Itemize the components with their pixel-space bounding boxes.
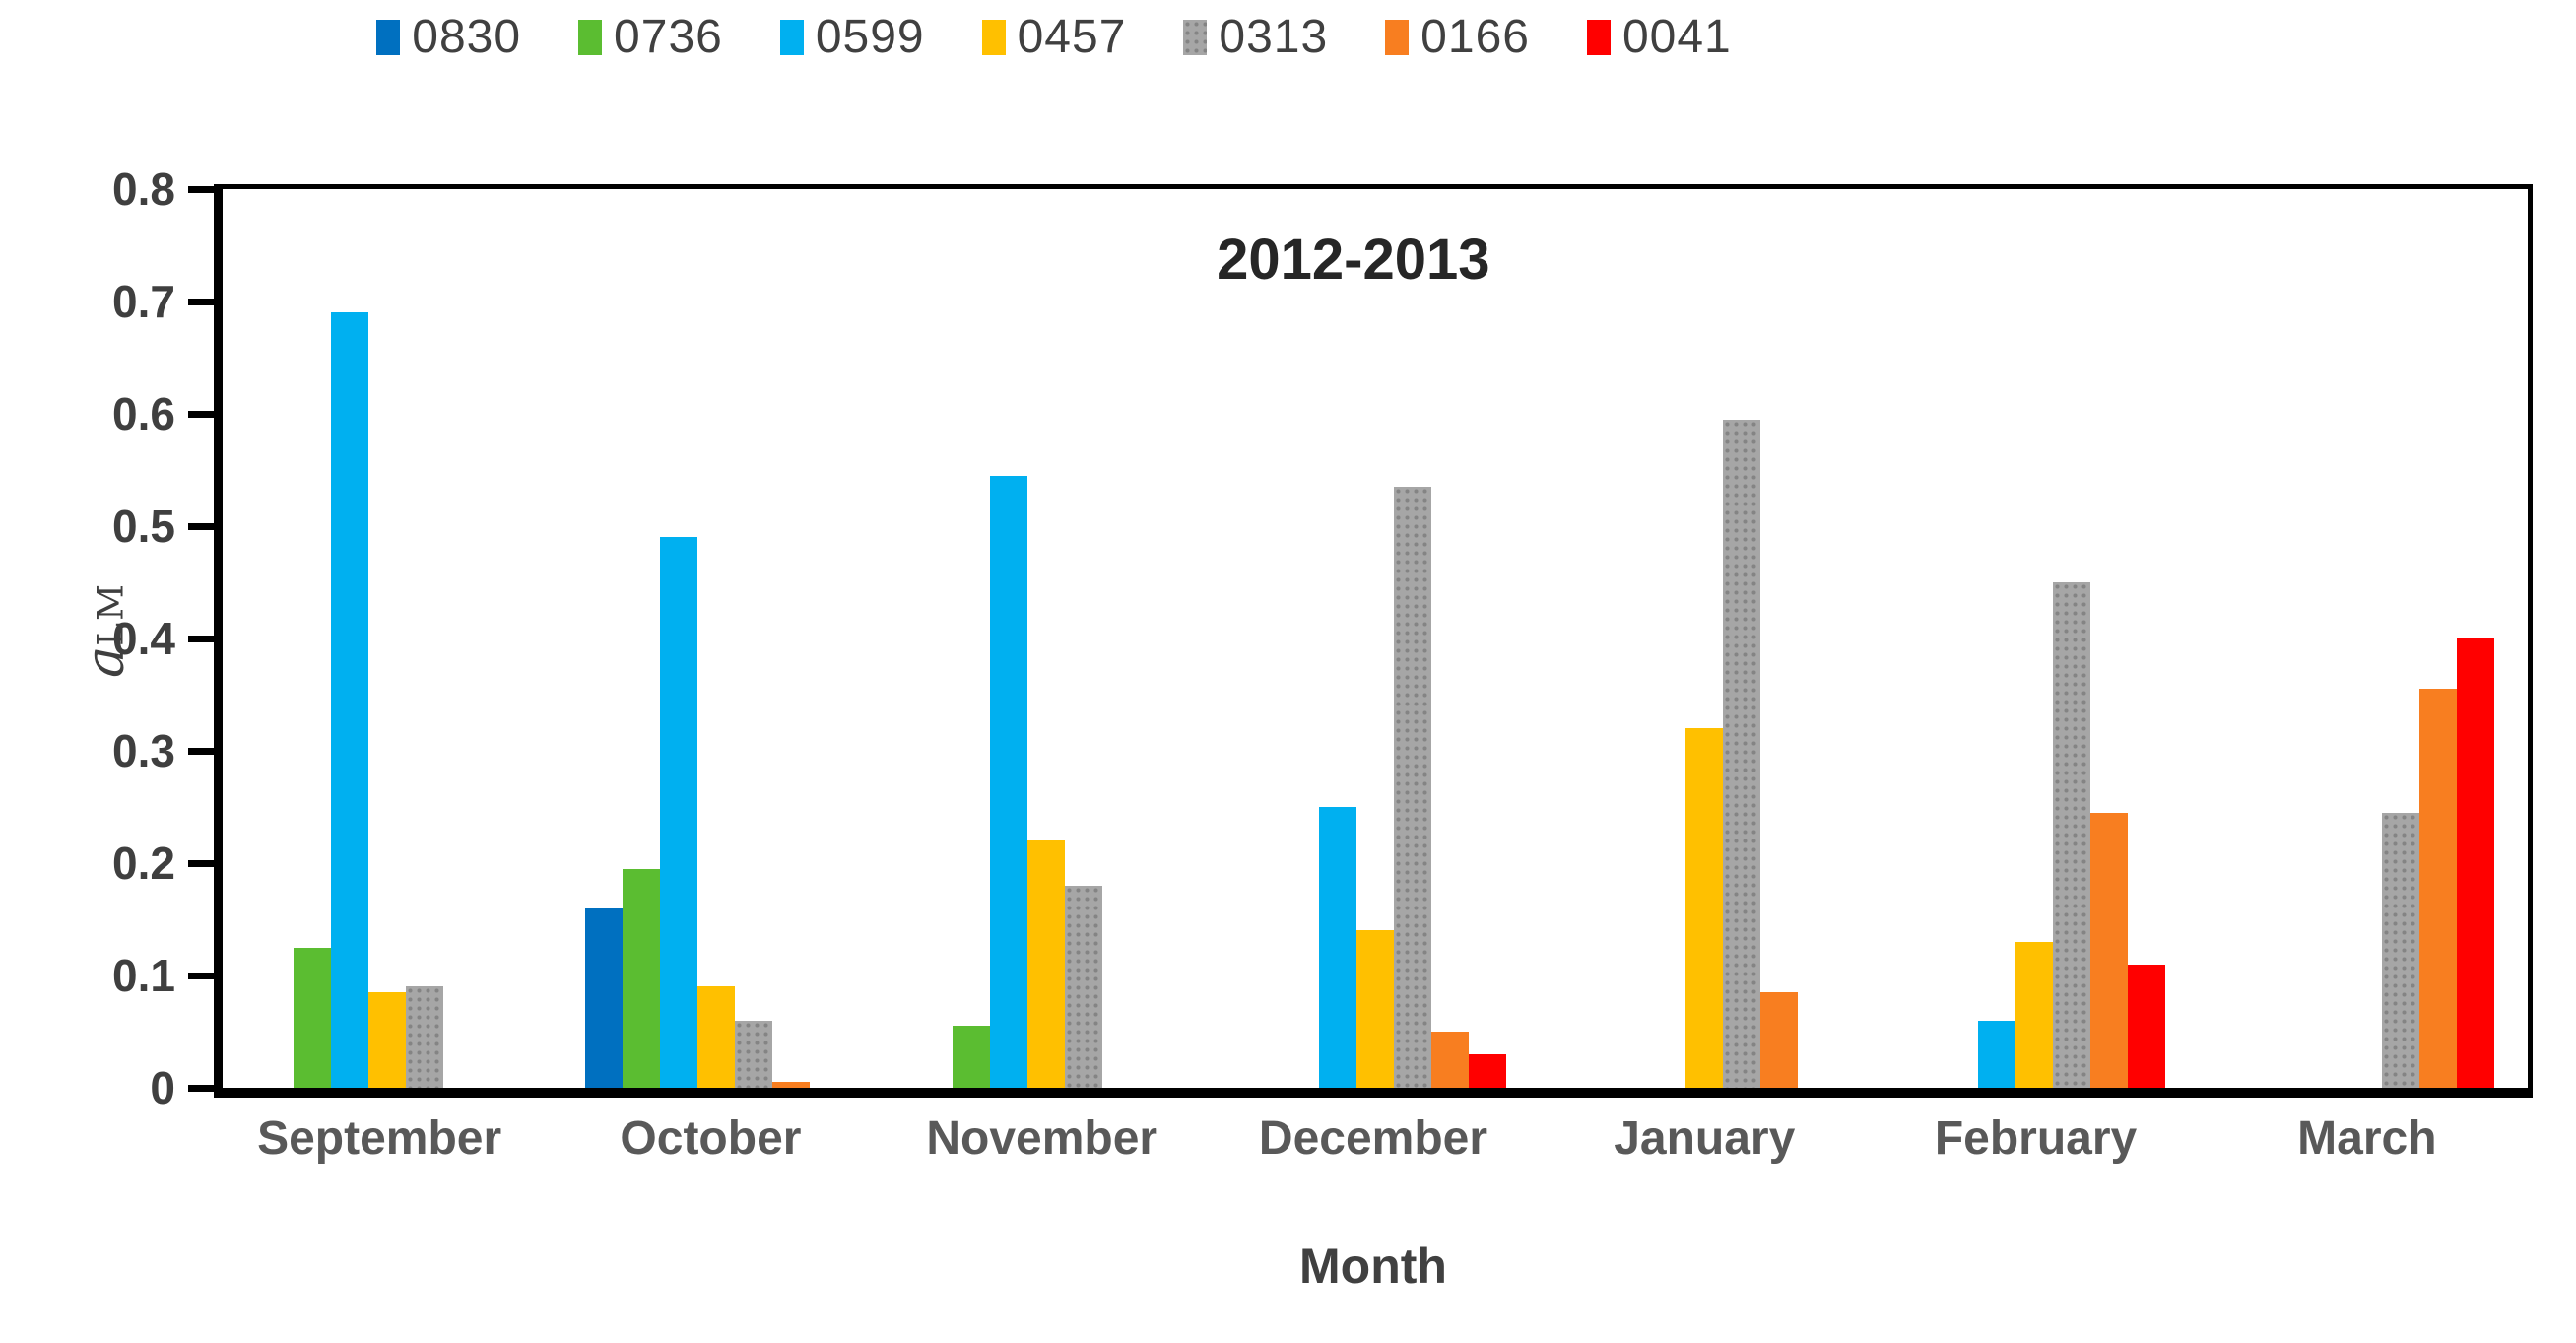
- bar-0599-november: [989, 475, 1027, 1088]
- plot-area: 2012-2013 0 0.1 0.2 0.3 0.4 0.5 0.6 0.7 0.8: [112, 167, 2533, 1110]
- bar-0457-october: [697, 986, 736, 1088]
- legend-label-0736: 0736: [614, 11, 723, 63]
- y-tick-label-0.4: 0.4: [112, 613, 175, 664]
- legend-swatch-0830: [376, 19, 401, 55]
- y-tick-mark-0.4: [188, 635, 214, 642]
- bar-0313-february: [2052, 582, 2090, 1088]
- legend-swatch-0041: [1586, 19, 1611, 55]
- bar-group-december: [1211, 189, 1540, 1088]
- legend-item-0041: 0041: [1586, 10, 1732, 64]
- bar-group-november: [882, 189, 1211, 1088]
- bar-group-october: [552, 189, 881, 1088]
- bar-0041-march: [2456, 638, 2494, 1088]
- legend-item-0736: 0736: [578, 10, 723, 64]
- bar-0313-november: [1064, 885, 1102, 1088]
- bar-group-january: [1540, 189, 1869, 1088]
- bar-0457-february: [2015, 941, 2053, 1088]
- x-category-label-january: January: [1614, 1112, 1796, 1165]
- y-tick-label-0.5: 0.5: [112, 501, 175, 552]
- legend-item-0166: 0166: [1385, 10, 1530, 64]
- y-tick-label-0: 0: [150, 1062, 175, 1113]
- x-category-label-september: September: [257, 1112, 502, 1165]
- bar-group-february: [1869, 189, 2198, 1088]
- bar-0457-september: [368, 992, 407, 1088]
- bar-0736-september: [294, 947, 332, 1088]
- x-category-label-october: October: [620, 1112, 802, 1165]
- legend-swatch-0313: [1183, 19, 1208, 55]
- legend-item-0313: 0313: [1183, 10, 1328, 64]
- y-tick-mark-0.3: [188, 747, 214, 755]
- legend-swatch-0599: [779, 19, 804, 55]
- legend-swatch-0166: [1385, 19, 1410, 55]
- y-tick-mark-0.5: [188, 522, 214, 530]
- y-tick-mark-0.6: [188, 410, 214, 418]
- y-tick-label-0.7: 0.7: [112, 276, 175, 327]
- bar-0736-november: [952, 1026, 990, 1088]
- x-category-label-march: March: [2297, 1112, 2437, 1165]
- y-tick-mark-0.7: [188, 298, 214, 305]
- bar-0830-october: [585, 907, 624, 1088]
- x-axis-title: Month: [1299, 1239, 1447, 1294]
- y-tick-mark-0.2: [188, 859, 214, 867]
- bar-0313-december: [1393, 487, 1431, 1088]
- bar-0599-october: [660, 537, 698, 1088]
- bar-0457-january: [1685, 728, 1724, 1088]
- x-category-label-november: November: [926, 1112, 1158, 1165]
- bar-0166-december: [1430, 1032, 1469, 1088]
- bar-0599-february: [1977, 1020, 2015, 1088]
- x-category-label-december: December: [1258, 1112, 1488, 1165]
- y-tick-mark-0: [188, 1084, 214, 1092]
- y-tick-label-0.2: 0.2: [112, 838, 175, 889]
- bar-0313-march: [2381, 812, 2419, 1088]
- bar-0041-december: [1468, 1053, 1506, 1088]
- legend-item-0599: 0599: [779, 10, 925, 64]
- bar-0457-november: [1026, 840, 1065, 1088]
- bar-group-march: [2199, 189, 2528, 1088]
- bar-0313-january: [1723, 419, 1761, 1088]
- legend-swatch-0457: [981, 19, 1006, 55]
- bar-0313-september: [406, 986, 444, 1088]
- y-tick-label-0.6: 0.6: [112, 388, 175, 439]
- y-tick-mark-0.8: [188, 185, 214, 193]
- bar-0736-october: [623, 868, 661, 1088]
- y-tick-label-0.8: 0.8: [112, 164, 175, 215]
- bar-0166-october: [772, 1082, 811, 1088]
- legend-swatch-0736: [578, 19, 603, 55]
- bar-0166-march: [2418, 689, 2457, 1088]
- legend-label-0599: 0599: [815, 11, 925, 63]
- chart-title: 2012-2013: [1217, 228, 1490, 292]
- x-axis-labels: September October November December January F…: [214, 1111, 2533, 1166]
- y-tick-mark-0.1: [188, 972, 214, 979]
- bar-0313-october: [735, 1020, 773, 1088]
- bar-0599-december: [1318, 807, 1356, 1088]
- legend-item-0830: 0830: [376, 10, 521, 64]
- legend-label-0457: 0457: [1017, 11, 1127, 63]
- bar-0166-january: [1760, 992, 1799, 1088]
- bar-0599-september: [331, 312, 369, 1088]
- legend: 0830 0736 0599 0457 0313 0166 0041: [0, 10, 2108, 64]
- y-tick-label-0.1: 0.1: [112, 950, 175, 1001]
- bar-0041-february: [2127, 964, 2165, 1088]
- legend-item-0457: 0457: [981, 10, 1127, 64]
- y-tick-label-0.3: 0.3: [112, 725, 175, 776]
- bars-container: [223, 189, 2528, 1088]
- bar-0457-december: [1355, 930, 1394, 1088]
- bar-group-september: [223, 189, 552, 1088]
- legend-label-0166: 0166: [1420, 11, 1530, 63]
- x-category-label-february: February: [1934, 1112, 2138, 1165]
- legend-label-0041: 0041: [1621, 11, 1732, 63]
- bar-0166-february: [2089, 812, 2128, 1088]
- legend-label-0313: 0313: [1219, 11, 1329, 63]
- legend-label-0830: 0830: [412, 11, 522, 63]
